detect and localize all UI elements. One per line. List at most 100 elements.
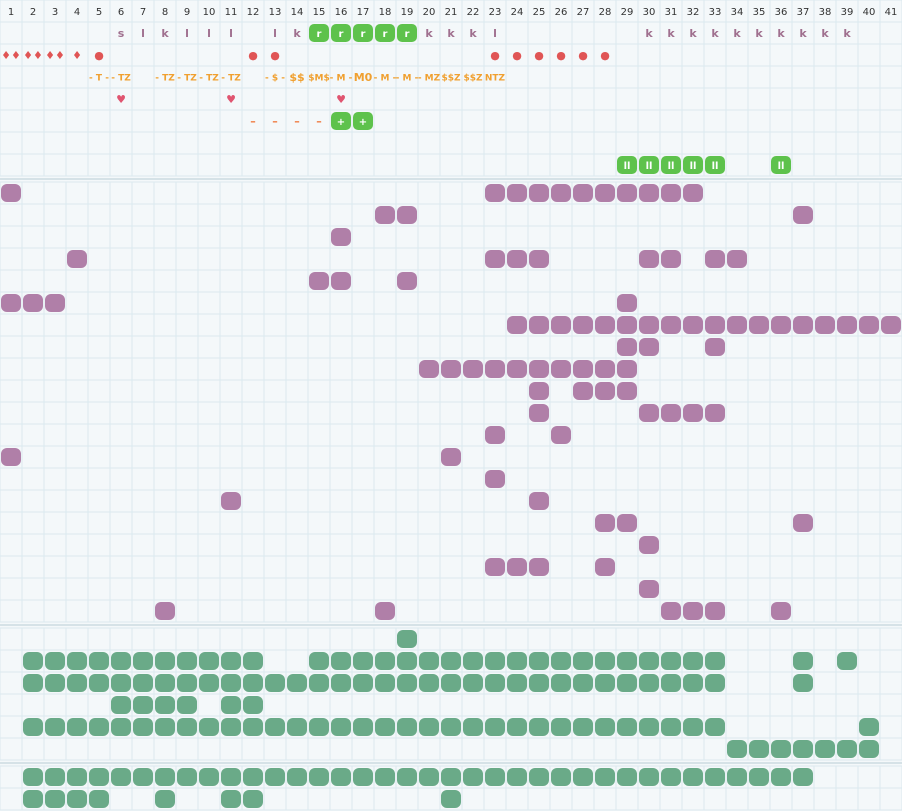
blob <box>441 718 461 736</box>
blob <box>397 718 417 736</box>
column-number: 20 <box>423 7 436 18</box>
column-number: 33 <box>709 7 722 18</box>
blob <box>529 404 549 422</box>
blob <box>485 768 505 786</box>
column-number: 25 <box>533 7 546 18</box>
blob <box>683 404 703 422</box>
blob <box>815 740 835 758</box>
blob <box>133 718 153 736</box>
blob <box>793 316 813 334</box>
cell-text: k <box>293 27 301 40</box>
blob <box>89 652 109 670</box>
blob <box>639 674 659 692</box>
badge <box>661 156 681 174</box>
blob <box>705 652 725 670</box>
blob <box>199 768 219 786</box>
blob <box>683 602 703 620</box>
blob <box>595 360 615 378</box>
column-number: 4 <box>74 7 80 18</box>
blob <box>771 768 791 786</box>
blob <box>705 250 725 268</box>
blob <box>485 558 505 576</box>
badge <box>617 156 637 174</box>
cell-text: ● <box>556 49 566 62</box>
blob <box>485 184 505 202</box>
blob <box>705 404 725 422</box>
column-number: 9 <box>184 7 190 18</box>
blob <box>243 718 263 736</box>
badge-text: r <box>339 29 344 40</box>
blob <box>155 790 175 808</box>
badge <box>771 156 791 174</box>
blob <box>661 316 681 334</box>
blob <box>529 718 549 736</box>
blob <box>199 674 219 692</box>
blob <box>243 674 263 692</box>
blob <box>793 514 813 532</box>
cell-text: - M - <box>396 74 419 84</box>
badge <box>397 24 417 42</box>
blob <box>683 184 703 202</box>
blob <box>551 718 571 736</box>
cell-text: NTZ <box>485 74 506 84</box>
blob <box>793 768 813 786</box>
cell-text: k <box>799 27 807 40</box>
blob <box>529 674 549 692</box>
blob <box>485 360 505 378</box>
blob <box>705 718 725 736</box>
blob <box>485 718 505 736</box>
cell-text: $$ <box>289 71 304 84</box>
blob <box>529 250 549 268</box>
blob <box>771 316 791 334</box>
blob <box>177 652 197 670</box>
blob <box>67 250 87 268</box>
blob <box>485 426 505 444</box>
blob <box>265 768 285 786</box>
blob <box>859 316 879 334</box>
blob <box>661 718 681 736</box>
blob <box>837 740 857 758</box>
blob <box>705 674 725 692</box>
blob <box>441 790 461 808</box>
blob <box>155 768 175 786</box>
cell-text: k <box>425 27 433 40</box>
blob <box>639 404 659 422</box>
cell-text: l <box>185 27 189 40</box>
badge <box>309 24 329 42</box>
blob <box>111 718 131 736</box>
blob <box>727 740 747 758</box>
blob <box>155 652 175 670</box>
badge <box>353 112 373 130</box>
blob <box>155 602 175 620</box>
blob <box>1 184 21 202</box>
badge <box>705 156 725 174</box>
blob <box>375 768 395 786</box>
blob <box>133 768 153 786</box>
cell-text: k <box>469 27 477 40</box>
blob <box>683 316 703 334</box>
cell-text: ● <box>270 49 280 62</box>
blob <box>111 652 131 670</box>
blob <box>45 768 65 786</box>
badge-text: ll <box>624 161 631 172</box>
blob <box>463 718 483 736</box>
blob <box>23 652 43 670</box>
cell-text: $M$ <box>308 74 329 84</box>
cell-text: k <box>161 27 169 40</box>
column-number: 39 <box>841 7 854 18</box>
blob <box>397 652 417 670</box>
blob <box>617 768 637 786</box>
blob <box>595 558 615 576</box>
cell-text: l <box>229 27 233 40</box>
blob <box>551 674 571 692</box>
blob <box>485 250 505 268</box>
blob <box>111 696 131 714</box>
blob <box>617 514 637 532</box>
cell-text: l <box>273 27 277 40</box>
blob <box>331 272 351 290</box>
badge <box>353 24 373 42</box>
cell-text: – <box>250 115 256 128</box>
badge-text: r <box>361 29 366 40</box>
blob <box>573 184 593 202</box>
